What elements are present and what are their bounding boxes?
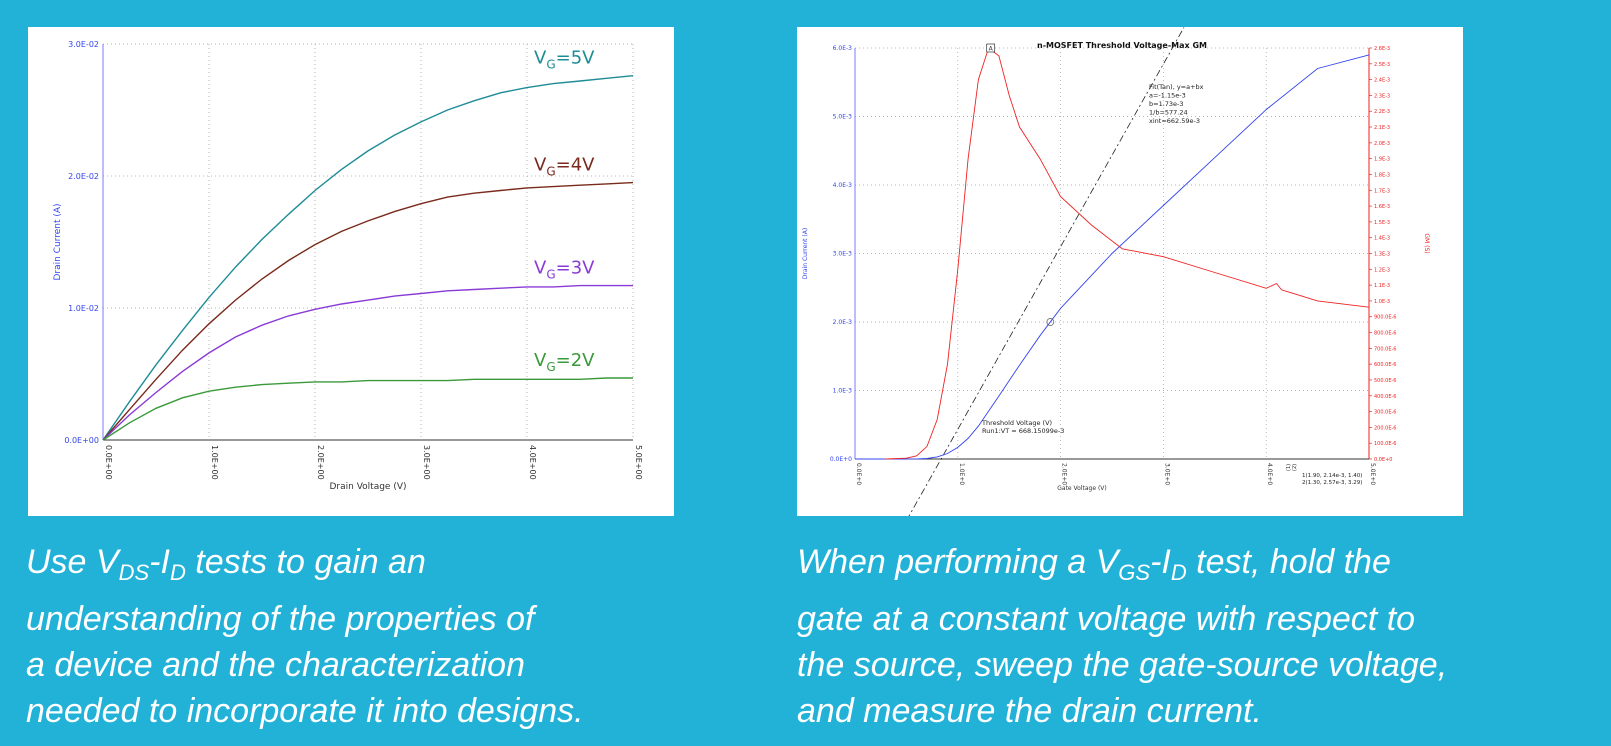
x-tick-label: 5.0E+0 [1369, 463, 1376, 485]
fit-annotation-line: b=1.73e-3 [1149, 100, 1184, 108]
right-caption-line-2: gate at a constant voltage with respect … [797, 600, 1416, 638]
x-tick-label: 5.0E+00 [634, 445, 643, 480]
y2-tick-label: 2.0E-3 [1374, 141, 1390, 147]
y2-tick-label: 2.2E-3 [1374, 109, 1390, 115]
fit-annotation-line: 1/b=577.24 [1149, 109, 1188, 117]
vgs-id-chart: n-MOSFET Threshold Voltage-Max GM 0.0E+0 1… [802, 27, 1430, 521]
y2-tick-label: 400.0E-6 [1374, 394, 1396, 400]
y2-axis-label: GM (S) [1423, 233, 1430, 253]
y2-tick-label: 800.0E-6 [1374, 331, 1396, 337]
y2-tick-label: 1.7E-3 [1374, 188, 1390, 194]
y-tick-label: 0.0E+00 [64, 436, 99, 445]
y2-tick-label: 900.0E-6 [1374, 315, 1396, 321]
left-caption-line-4: needed to incorporate it into designs. [26, 692, 584, 730]
series-label-vg-3v: VG=3V [534, 258, 595, 282]
y-axis-label: Drain Current (A) [53, 203, 63, 280]
y2-tick-label: 600.0E-6 [1374, 362, 1396, 368]
threshold-voltage-panel: n-MOSFET Threshold Voltage-Max GM 0.0E+0 1… [797, 27, 1463, 521]
right-caption-line-4: and measure the drain current. [797, 692, 1262, 730]
y-tick-label: 3.0E-3 [833, 251, 852, 258]
y2-tick-label: 100.0E-6 [1374, 441, 1396, 447]
y-axis-label: Drain Current (A) [802, 228, 809, 279]
series-line-drain-current [855, 54, 1370, 460]
x-tick-label: 4.0E+00 [528, 445, 537, 480]
right-caption-line-3: the source, sweep the gate-source voltag… [797, 646, 1448, 684]
x-tick-label: 1.0E+0 [958, 463, 965, 485]
y2-tick-label: 2.4E-3 [1374, 78, 1390, 84]
y-tick-label: 0.0E+0 [830, 456, 852, 463]
x-tick-label: 3.0E+00 [422, 445, 431, 480]
series-line-gm [885, 47, 1370, 460]
y2-tick-label: 300.0E-6 [1374, 410, 1396, 416]
series-line-vg-2v [102, 377, 633, 441]
x-tick-label: 3.0E+0 [1163, 463, 1170, 485]
y-tick-label: 1.0E-3 [833, 388, 852, 395]
y2-tick-label: 0.0E+0 [1374, 457, 1392, 463]
y-tick-label: 2.0E-3 [833, 319, 852, 326]
cursor-readout-line: 1(1.90, 2.14e-3, 1.40) [1302, 473, 1362, 479]
threshold-annotation-line: Threshold Voltage (V) [981, 419, 1052, 427]
x-tick-label: 0.0E+0 [855, 463, 862, 485]
y-tick-label: 2.0E-02 [68, 172, 99, 181]
tangent-line [906, 27, 1185, 521]
fit-annotation-line: xint=662.59e-3 [1149, 117, 1200, 125]
fit-annotation-line: Fit(Tan), y=a+bx [1149, 83, 1204, 91]
fit-annotation-line: a=-1.15e-3 [1149, 92, 1186, 100]
cursor-prefix: (1) [1286, 464, 1292, 471]
y2-tick-label: 1.9E-3 [1374, 157, 1390, 163]
y2-tick-label: 1.2E-3 [1374, 267, 1390, 273]
y2-tick-label: 1.0E-3 [1374, 299, 1390, 305]
output-characteristics-panel: 0.0E+00 1.0E+00 2.0E+00 3.0E+00 4.0E+00 5.0E+… [28, 27, 674, 516]
marker-a-label: A [989, 46, 994, 53]
y2-tick-label: 200.0E-6 [1374, 425, 1396, 431]
y2-tick-label: 700.0E-6 [1374, 346, 1396, 352]
left-caption-line-1: Use VDS-ID tests to gain an [26, 543, 426, 585]
series-line-vg-5v [102, 75, 634, 441]
y-tick-label: 6.0E-3 [833, 45, 852, 52]
y2-tick-label: 1.6E-3 [1374, 204, 1390, 210]
y-tick-label: 1.0E-02 [68, 304, 99, 313]
y2-tick-label: 1.4E-3 [1374, 236, 1390, 242]
left-caption-line-3: a device and the characterization [26, 646, 525, 684]
y2-tick-label: 2.3E-3 [1374, 93, 1390, 99]
series-label-vg-4v: VG=4V [534, 155, 595, 179]
y-tick-label: 5.0E-3 [833, 114, 852, 121]
y2-tick-label: 2.1E-3 [1374, 125, 1390, 131]
left-caption: Use VDS-ID tests to gain an understandin… [26, 539, 726, 734]
series-line-vg-4v [102, 181, 634, 441]
series-label-vg-5v: VG=5V [534, 48, 595, 72]
y2-tick-label: 1.5E-3 [1374, 220, 1390, 226]
y2-tick-label: 1.8E-3 [1374, 172, 1390, 178]
threshold-annotation-line: Run1:VT = 668.15099e-3 [982, 427, 1064, 435]
y2-tick-label: 2.5E-3 [1374, 62, 1390, 68]
x-axis-label: Drain Voltage (V) [329, 482, 406, 492]
x-axis-label: Gate Voltage (V) [1057, 485, 1106, 492]
x-tick-label: 2.0E+00 [316, 445, 325, 480]
cursor-readout-line: 2(1.30, 2.57e-3, 3.29) [1302, 480, 1362, 486]
y2-tick-label: 1.3E-3 [1374, 252, 1390, 258]
y2-tick-label: 2.6E-3 [1374, 46, 1390, 52]
y-tick-label: 3.0E-02 [68, 40, 99, 49]
series-label-vg-2v: VG=2V [534, 350, 595, 374]
x-tick-label: 2.0E+0 [1061, 463, 1068, 485]
x-tick-label: 4.0E+0 [1266, 463, 1273, 485]
y2-tick-label: 1.1E-3 [1374, 283, 1390, 289]
cursor-prefix: (2) [1292, 464, 1298, 471]
marker-a-box [986, 43, 996, 53]
series-line-vg-3v [102, 284, 633, 441]
y2-tick-label: 500.0E-6 [1374, 378, 1396, 384]
y-tick-label: 4.0E-3 [833, 182, 852, 189]
marker-b-circle [1046, 318, 1055, 326]
vds-id-chart: 0.0E+00 1.0E+00 2.0E+00 3.0E+00 4.0E+00 5.0E+… [53, 40, 643, 492]
x-tick-label: 0.0E+00 [104, 445, 113, 480]
left-caption-line-2: understanding of the properties of [26, 600, 535, 638]
right-caption-line-1: When performing a VGS-ID test, hold the [797, 543, 1391, 585]
x-tick-label: 1.0E+00 [210, 445, 219, 480]
right-caption: When performing a VGS-ID test, hold the … [797, 539, 1597, 734]
chart-title: n-MOSFET Threshold Voltage-Max GM [1037, 41, 1207, 50]
